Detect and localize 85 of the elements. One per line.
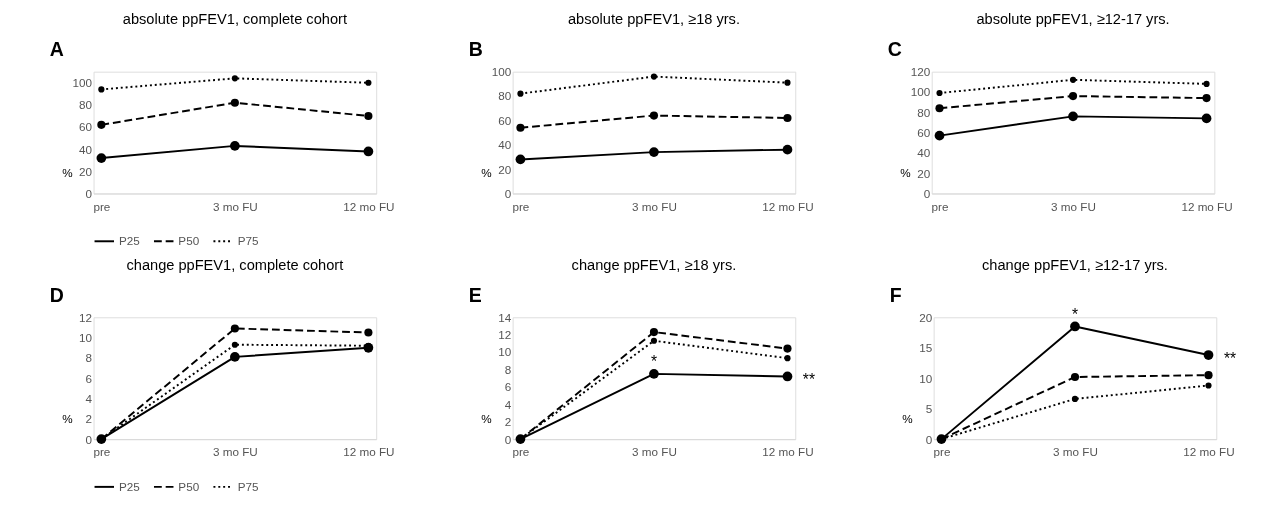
chart-title: change ppFEV1, ≥12-17 yrs. — [982, 256, 1168, 273]
legend-label: P50 — [178, 234, 200, 248]
y-tick-label: 80 — [498, 89, 512, 103]
y-tick-label: 60 — [917, 126, 931, 139]
y-tick-label: 2 — [85, 412, 93, 426]
text: F — [889, 283, 902, 306]
y-tick-label: 4 — [504, 397, 512, 411]
x-tick-label: pre — [512, 445, 530, 459]
y-tick-label: 15 — [919, 341, 933, 355]
x-tick-label: 12 mo FU — [762, 445, 814, 459]
y-tick-label: 10 — [498, 345, 512, 359]
y-tick-label: 80 — [79, 98, 93, 112]
x-tick-label: pre — [93, 445, 111, 459]
x-tick-label: pre — [933, 445, 951, 459]
y-axis-title: % — [481, 412, 492, 426]
y-tick-label: 40 — [917, 146, 931, 160]
y-tick-label: 10 — [79, 330, 93, 344]
x-tick-label: 3 mo FU — [212, 445, 258, 459]
y-tick-label: 20 — [919, 310, 933, 324]
annotation: * — [1071, 305, 1079, 323]
y-tick-label: 12 — [498, 328, 512, 342]
y-tick-label: 0 — [923, 186, 931, 200]
annotation: * — [650, 353, 657, 371]
y-tick-label: 0 — [85, 432, 93, 446]
x-tick-label: 12 mo FU — [1181, 199, 1233, 213]
x-tick-label: 3 mo FU — [1053, 445, 1098, 459]
x-tick-label: 12 mo FU — [343, 199, 395, 213]
text: E — [468, 283, 482, 306]
y-tick-label: 0 — [925, 432, 933, 446]
x-tick-label: pre — [512, 199, 530, 213]
x-tick-label: 3 mo FU — [212, 199, 258, 213]
x-tick-label: 12 mo FU — [1183, 445, 1235, 459]
x-tick-label: 3 mo FU — [632, 199, 677, 213]
chart-title: absolute ppFEV1, complete cohort — [122, 10, 347, 27]
y-tick-label: 0 — [85, 186, 93, 200]
legend-label: P75 — [237, 234, 260, 248]
y-tick-label: 4 — [85, 391, 93, 405]
y-axis-title: % — [62, 166, 73, 180]
x-tick-label: 3 mo FU — [1051, 199, 1096, 213]
text: D — [49, 283, 64, 306]
y-tick-label: 8 — [504, 362, 512, 376]
y-axis-title: % — [62, 412, 73, 426]
y-tick-label: 120 — [910, 65, 931, 79]
y-tick-label: 100 — [491, 65, 512, 79]
y-tick-label: 12 — [79, 310, 93, 324]
x-tick-label: pre — [931, 199, 949, 213]
legend-label: P25 — [118, 234, 141, 248]
y-axis-title: % — [900, 166, 911, 180]
chart-title: absolute ppFEV1, ≥18 yrs. — [567, 10, 740, 27]
annotation: ** — [1223, 349, 1236, 367]
y-tick-label: 20 — [79, 164, 93, 178]
y-tick-label: 8 — [85, 351, 93, 365]
x-tick-label: 12 mo FU — [762, 199, 814, 213]
y-tick-label: 80 — [917, 105, 931, 119]
y-tick-label: 100 — [72, 76, 93, 90]
x-tick-label: 12 mo FU — [343, 445, 395, 459]
y-tick-label: 6 — [504, 380, 512, 394]
x-tick-label: 3 mo FU — [632, 445, 677, 459]
y-tick-label: 40 — [79, 142, 93, 156]
legend-label: P25 — [118, 479, 141, 493]
y-tick-label: 100 — [910, 85, 931, 99]
legend-label: P50 — [178, 479, 200, 493]
y-tick-label: 2 — [504, 415, 512, 429]
y-tick-label: 20 — [917, 166, 931, 180]
y-axis-title: % — [902, 412, 913, 426]
text: C — [887, 38, 902, 61]
y-tick-label: 20 — [498, 162, 512, 176]
y-tick-label: 6 — [85, 371, 93, 385]
y-tick-label: 10 — [919, 371, 933, 385]
legend-label: P75 — [237, 479, 260, 493]
y-tick-label: 60 — [498, 113, 512, 127]
y-tick-label: 0 — [504, 186, 512, 200]
y-tick-label: 14 — [498, 310, 512, 324]
chart-title: absolute ppFEV1, ≥12-17 yrs. — [976, 10, 1170, 27]
y-tick-label: 5 — [925, 402, 933, 416]
chart-title: change ppFEV1, ≥18 yrs. — [571, 256, 737, 273]
y-tick-label: 60 — [79, 120, 93, 134]
y-axis-title: % — [481, 166, 492, 180]
y-tick-label: 40 — [498, 138, 512, 152]
x-tick-label: pre — [93, 199, 111, 213]
annotation: ** — [802, 371, 815, 389]
text: B — [468, 38, 483, 61]
chart-title: change ppFEV1, complete cohort — [126, 256, 344, 273]
y-tick-label: 0 — [504, 432, 512, 446]
text: A — [49, 38, 64, 61]
